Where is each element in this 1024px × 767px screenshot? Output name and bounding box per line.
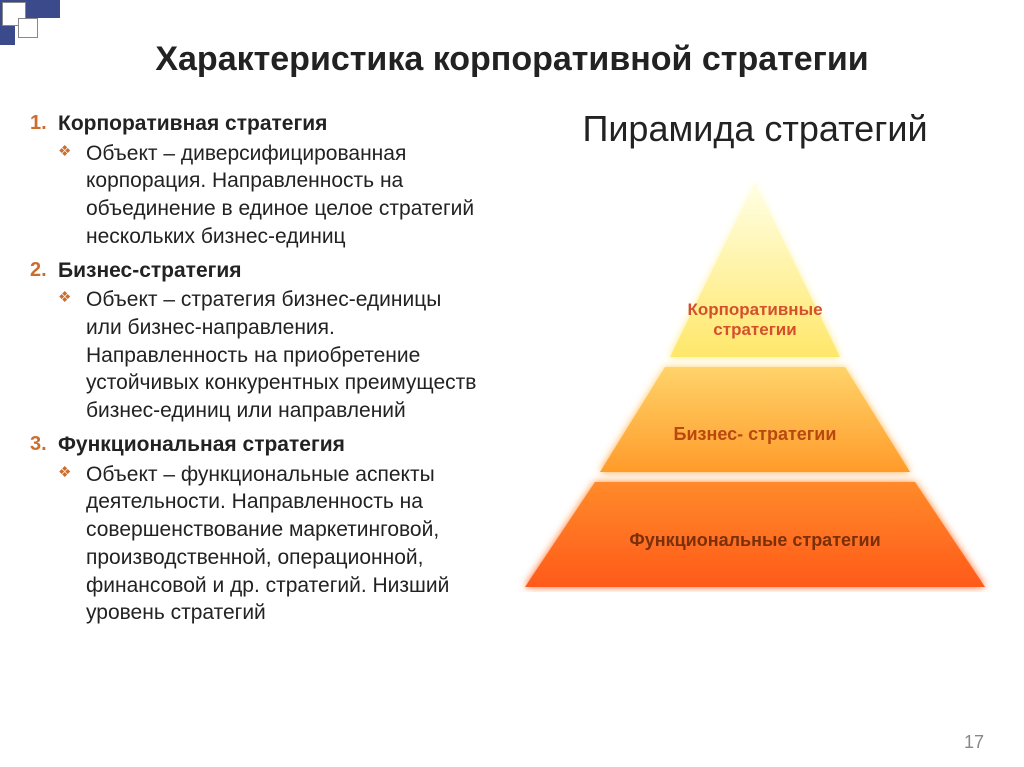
slide-number: 17 xyxy=(964,732,984,753)
corner-decoration xyxy=(0,0,60,45)
item-heading: Бизнес-стратегия xyxy=(58,259,242,282)
pyramid-column: Пирамида стратегий xyxy=(500,108,1010,592)
pyramid-title: Пирамида стратегий xyxy=(500,108,1010,150)
item-body: Объект – стратегия бизнес-единицы или би… xyxy=(58,286,480,425)
pyramid-level-bot: Функциональные стратегии xyxy=(515,530,995,552)
item-body: Объект – функциональные аспекты деятельн… xyxy=(58,461,480,627)
pyramid-svg xyxy=(515,172,995,592)
list-item-3: Функциональная стратегия Объект – функци… xyxy=(30,431,480,627)
slide-title: Характеристика корпоративной стратегии xyxy=(0,40,1024,79)
item-body: Объект – диверсифицированная корпорация.… xyxy=(58,140,480,251)
list-item-1: Корпоративная стратегия Объект – диверси… xyxy=(30,110,480,251)
pyramid-diagram: Корпоративныестратегии Бизнес- стратегии… xyxy=(515,172,995,592)
pyramid-level-top: Корпоративныестратегии xyxy=(515,300,995,341)
item-heading: Корпоративная стратегия xyxy=(58,112,327,135)
item-heading: Функциональная стратегия xyxy=(58,433,345,456)
list-item-2: Бизнес-стратегия Объект – стратегия бизн… xyxy=(30,257,480,425)
text-column: Корпоративная стратегия Объект – диверси… xyxy=(30,110,480,633)
pyramid-level-mid: Бизнес- стратегии xyxy=(515,424,995,446)
